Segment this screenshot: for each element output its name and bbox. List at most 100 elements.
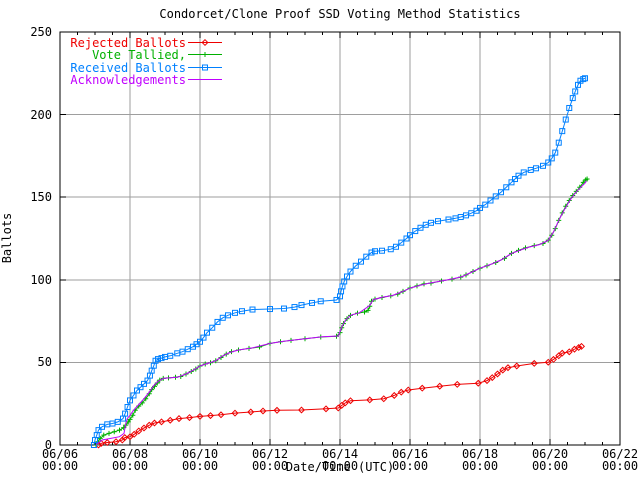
- square-marker: [200, 334, 207, 341]
- x-tick-label: 06/10 00:00: [178, 448, 222, 472]
- x-tick-label: 06/22 00:00: [598, 448, 640, 472]
- x-tick-time: 00:00: [391, 459, 429, 473]
- diamond-marker: [530, 359, 538, 367]
- legend-sample-plus: [188, 52, 222, 58]
- diamond-marker: [206, 412, 215, 420]
- square-marker: [291, 304, 298, 311]
- diamond-marker: [140, 424, 148, 432]
- square-marker: [508, 179, 515, 186]
- plus-marker: [130, 412, 136, 418]
- square-marker: [130, 392, 137, 399]
- square-marker: [569, 95, 576, 102]
- square-marker: [363, 253, 370, 260]
- diamond-marker: [341, 399, 349, 407]
- diamond-marker: [575, 344, 583, 352]
- legend-sample-none: [188, 79, 222, 81]
- diamond-marker: [135, 427, 143, 435]
- square-marker: [412, 228, 419, 235]
- square-marker: [317, 298, 324, 305]
- legend-item-received-ballots: Received Ballots: [62, 60, 232, 75]
- diamond-marker: [217, 411, 225, 419]
- square-marker: [141, 380, 147, 387]
- square-marker: [428, 219, 434, 226]
- square-marker: [309, 299, 315, 306]
- x-tick-time: 00:00: [111, 459, 149, 473]
- diamond-marker: [565, 348, 573, 356]
- y-tick-label: 50: [37, 355, 52, 370]
- x-tick-time: 00:00: [321, 459, 359, 473]
- square-marker: [566, 104, 573, 111]
- square-marker: [540, 162, 546, 169]
- square-marker: [209, 324, 216, 331]
- diamond-marker: [549, 355, 558, 363]
- square-marker: [545, 159, 552, 166]
- square-marker: [487, 197, 494, 204]
- diamond-marker: [513, 362, 521, 370]
- square-marker: [379, 247, 385, 254]
- square-marker: [403, 235, 410, 242]
- diamond-marker: [380, 395, 388, 403]
- legend-label: Rejected Ballots: [70, 36, 186, 50]
- square-marker: [333, 296, 340, 303]
- x-tick-date: 06/22: [601, 447, 639, 461]
- x-tick-label: 06/18 00:00: [458, 448, 502, 472]
- square-marker: [520, 169, 527, 176]
- x-tick-date: 06/10: [181, 447, 219, 461]
- square-marker: [281, 305, 287, 312]
- square-marker: [407, 232, 413, 239]
- square-marker: [214, 318, 221, 325]
- diamond-marker: [103, 439, 111, 447]
- square-marker: [298, 302, 305, 309]
- diamond-marker: [577, 342, 586, 350]
- legend-item-rejected-ballots: Rejected Ballots: [62, 36, 232, 50]
- diamond-marker: [397, 388, 405, 396]
- series-vote-tallied-markers: [93, 176, 590, 448]
- plus-marker: [577, 184, 583, 190]
- square-marker: [562, 116, 569, 123]
- diamond-marker: [130, 430, 138, 438]
- diamond-marker: [145, 421, 153, 429]
- square-marker: [137, 384, 144, 391]
- square-marker: [435, 218, 441, 225]
- legend-sample-diamond: [188, 38, 222, 47]
- square-marker: [158, 355, 165, 362]
- diamond-marker: [322, 405, 330, 413]
- square-marker: [134, 387, 140, 394]
- square-marker: [167, 352, 174, 359]
- y-tick-label: 150: [30, 190, 52, 205]
- diamond-marker: [366, 396, 374, 404]
- diamond-marker: [259, 407, 267, 415]
- square-marker: [512, 176, 518, 183]
- x-tick-date: 06/20: [531, 447, 569, 461]
- square-marker: [124, 404, 131, 411]
- x-tick-date: 06/06: [41, 447, 79, 461]
- series-received-ballots-markers: [90, 75, 588, 448]
- diamond-marker: [157, 418, 166, 426]
- series-acknowledgements-line: [95, 180, 587, 446]
- x-tick-label: 06/16 00:00: [388, 448, 432, 472]
- x-tick-time: 00:00: [251, 459, 289, 473]
- square-marker: [368, 249, 375, 256]
- square-marker: [249, 306, 256, 313]
- diamond-marker: [499, 366, 507, 374]
- legend-label: Received Ballots: [70, 60, 186, 75]
- plus-marker: [97, 435, 103, 441]
- square-marker: [239, 308, 245, 315]
- plus-marker: [111, 429, 117, 435]
- diamond-marker: [493, 370, 502, 378]
- square-marker: [225, 312, 231, 319]
- y-tick-label: 250: [30, 25, 52, 39]
- square-marker: [127, 397, 133, 404]
- square-marker: [498, 189, 504, 196]
- diamond-marker: [231, 409, 239, 417]
- legend-sample-square: [188, 64, 222, 71]
- diamond-marker: [196, 412, 204, 420]
- x-tick-label: 06/20 00:00: [528, 448, 572, 472]
- square-marker: [533, 165, 539, 172]
- diamond-marker: [488, 374, 496, 382]
- square-marker: [555, 139, 562, 146]
- x-tick-date: 06/18: [461, 447, 499, 461]
- x-tick-time: 00:00: [181, 459, 219, 473]
- plus-marker: [365, 307, 371, 313]
- x-tick-label: 06/08 00:00: [108, 448, 152, 472]
